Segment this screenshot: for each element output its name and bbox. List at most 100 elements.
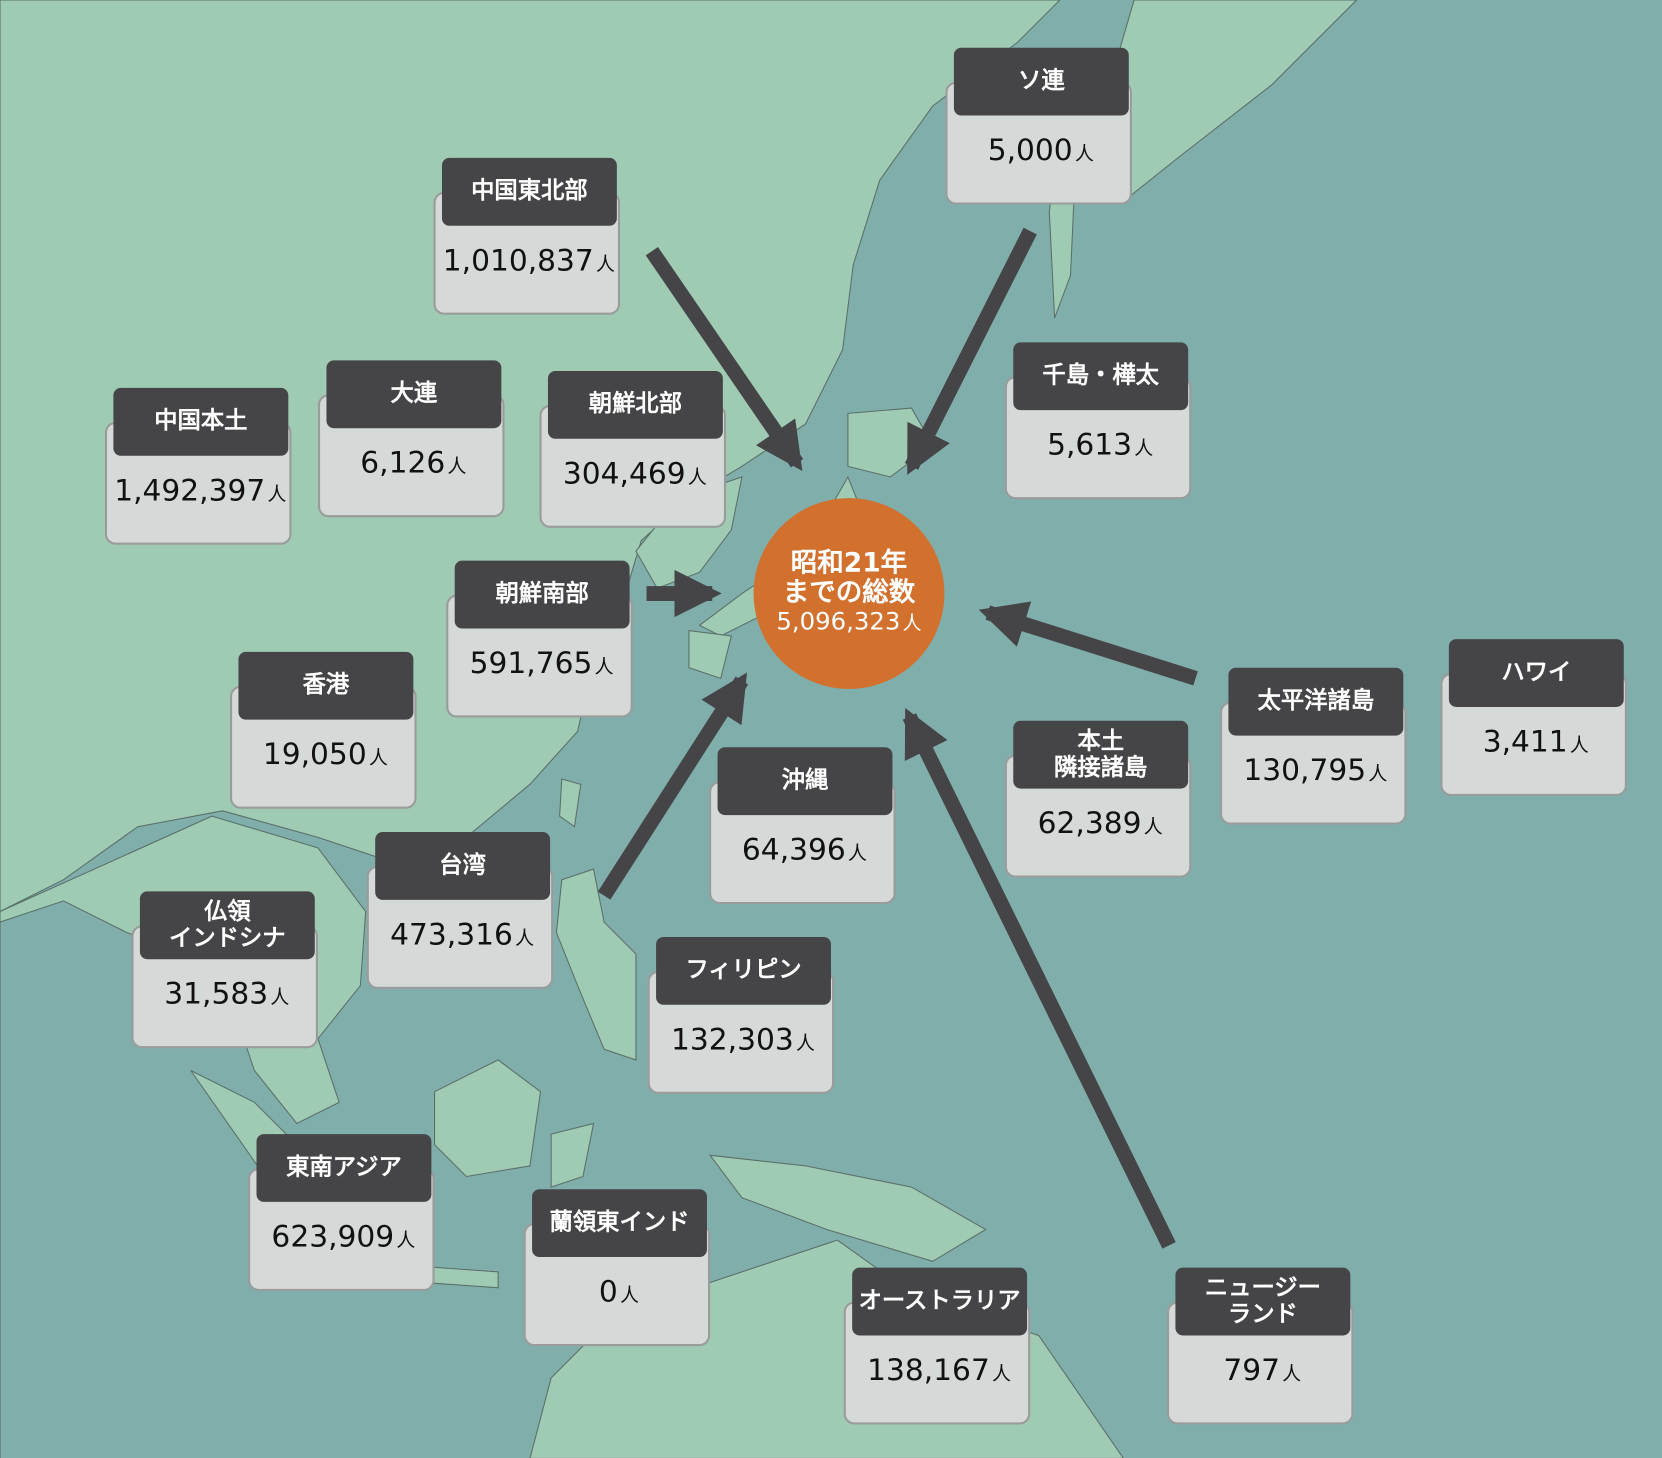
region-value: 623,909 人 (248, 1219, 439, 1254)
unit-label: 人 (1282, 1363, 1302, 1386)
philippines (555, 868, 637, 1061)
unit-label: 人 (447, 455, 467, 479)
region-label: 中国東北部 (441, 157, 617, 226)
region-card: 東南アジア 623,909 人 (248, 1134, 439, 1291)
region-count: 0 (598, 1273, 618, 1309)
region-label: ハワイ (1448, 639, 1624, 707)
region-count: 797 (1223, 1352, 1281, 1388)
region-count: 623,909 (271, 1218, 395, 1254)
region-count: 5,613 (1047, 427, 1133, 463)
region-label: フィリピン (656, 936, 831, 1005)
unit-label: 人 (396, 1229, 416, 1252)
region-card: 朝鮮北部 304,469 人 (539, 370, 730, 528)
arrow-ussr (904, 227, 1037, 475)
unit-label: 人 (594, 656, 614, 679)
region-card: 中国東北部 1,010,837 人 (433, 157, 624, 315)
unit-label: 人 (619, 1284, 640, 1307)
region-value: 473,316 人 (367, 917, 558, 952)
region-label: 台湾 (375, 832, 551, 900)
region-card: 太平洋諸島 130,795 人 (1219, 667, 1411, 825)
unit-label: 人 (795, 1032, 815, 1055)
region-label: ソ連 (953, 47, 1129, 116)
unit-label: 人 (1134, 437, 1154, 460)
region-count: 19,050 (262, 736, 367, 772)
unit-label: 人 (1143, 816, 1163, 839)
region-card: 朝鮮南部 591,765 人 (446, 560, 637, 718)
unit-label: 人 (595, 253, 616, 276)
total-title-line2: までの総数 (782, 576, 916, 608)
region-count: 591,765 (469, 645, 593, 681)
total-unit: 人 (902, 612, 922, 635)
region-card: 千島・樺太 5,613 人 (1004, 342, 1196, 500)
new-guinea (708, 1154, 987, 1262)
region-card: 中国本土 1,492,397 人 (104, 387, 296, 545)
region-count: 64,396 (741, 832, 846, 867)
region-label: 香港 (238, 651, 414, 720)
unit-label: 人 (1074, 143, 1094, 166)
region-card: ニュージー ランド 797 人 (1166, 1267, 1358, 1425)
region-label: 蘭領東インド (532, 1189, 707, 1258)
sulawesi (550, 1122, 595, 1188)
region-label: 東南アジア (256, 1134, 432, 1202)
region-label: 沖縄 (717, 747, 893, 816)
region-count: 138,167 (867, 1352, 990, 1388)
region-card: 仏領 インドシナ 31,583 人 (131, 891, 322, 1049)
arrow-manchuria (645, 247, 804, 472)
borneo (434, 1059, 542, 1178)
region-value: 132,303 人 (648, 1022, 839, 1057)
region-label: 太平洋諸島 (1228, 667, 1404, 736)
region-count: 62,389 (1037, 805, 1142, 841)
region-count: 3,411 (1482, 723, 1568, 759)
region-value: 1,010,837 人 (433, 243, 624, 278)
region-label: 大連 (326, 360, 502, 429)
unit-label: 人 (1569, 734, 1589, 757)
region-card: ハワイ 3,411 人 (1440, 639, 1631, 796)
kyushu (688, 630, 732, 680)
region-value: 6,126 人 (318, 445, 509, 480)
region-count: 132,303 (671, 1021, 794, 1057)
region-value: 591,765 人 (446, 645, 637, 680)
taiwan (559, 778, 582, 828)
region-count: 1,010,837 (442, 242, 594, 278)
region-label: 仏領 インドシナ (139, 891, 315, 960)
region-count: 130,795 (1243, 752, 1367, 788)
region-card: 大連 6,126 人 (317, 360, 509, 518)
total-value: 5,096,323 人 (754, 607, 945, 639)
region-card: 本土 隣接諸島 62,389 人 (1004, 720, 1196, 878)
unit-label: 人 (368, 747, 388, 770)
region-label: 朝鮮北部 (547, 370, 723, 439)
region-label: 本土 隣接諸島 (1013, 720, 1189, 789)
arrow-taiwan (597, 672, 749, 900)
region-value: 797 人 (1167, 1352, 1358, 1387)
region-value: 5,613 人 (1005, 427, 1196, 462)
region-count: 6,126 (360, 445, 446, 481)
unit-label: 人 (847, 842, 867, 865)
total-title-line1: 昭和21年 (790, 546, 908, 578)
unit-label: 人 (514, 927, 535, 950)
region-card: 沖縄 64,396 人 (709, 747, 900, 905)
region-value: 64,396 人 (709, 832, 900, 867)
region-label: ニュージー ランド (1175, 1267, 1351, 1336)
region-count: 304,469 (562, 455, 686, 491)
region-value: 304,469 人 (539, 456, 730, 491)
region-label: 千島・樺太 (1013, 342, 1189, 411)
region-label: 朝鮮南部 (454, 560, 630, 629)
total-circle: 昭和21年 までの総数 5,096,323 人 (753, 498, 945, 689)
arrow-pacific-islands (978, 601, 1198, 686)
region-label: オーストラリア (852, 1267, 1028, 1336)
region-count: 473,316 (390, 916, 513, 952)
region-value: 130,795 人 (1220, 753, 1411, 788)
region-value: 62,389 人 (1005, 806, 1196, 841)
unit-label: 人 (991, 1363, 1012, 1386)
region-value: 31,583 人 (131, 976, 322, 1011)
arrow-new-zealand (902, 707, 1176, 1249)
region-count: 31,583 (164, 976, 269, 1012)
unit-label: 人 (270, 986, 290, 1010)
region-card: 台湾 473,316 人 (366, 832, 558, 989)
region-value: 1,492,397 人 (105, 473, 296, 508)
unit-label: 人 (687, 466, 707, 489)
region-card: 香港 19,050 人 (229, 651, 421, 809)
